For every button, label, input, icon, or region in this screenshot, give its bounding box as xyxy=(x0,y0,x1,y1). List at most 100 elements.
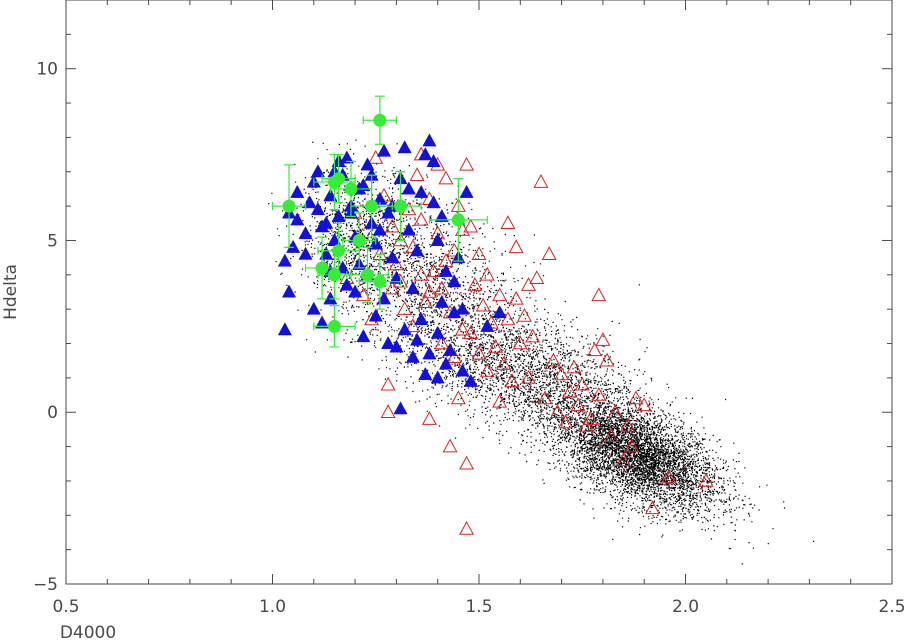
red-triangle-point xyxy=(516,307,532,322)
red-triangle-point xyxy=(508,239,524,254)
red-triangle-point xyxy=(384,218,400,233)
red-triangle-point xyxy=(417,294,433,309)
blue-triangle-point xyxy=(323,291,338,305)
red-triangle-point xyxy=(537,390,553,405)
red-triangle-point xyxy=(380,376,396,391)
red-triangle-point xyxy=(438,170,454,185)
blue-triangle-point xyxy=(480,318,495,332)
red-triangle-point xyxy=(616,452,632,467)
red-triangle-point xyxy=(525,328,541,343)
blue-triangle-point xyxy=(434,294,449,308)
red-triangle-point xyxy=(661,469,677,484)
blue-triangle-point xyxy=(356,329,371,343)
red-triangle-point xyxy=(541,246,557,260)
blue-triangle-point xyxy=(319,215,334,229)
red-triangle-point xyxy=(591,387,607,401)
red-triangle-point xyxy=(529,270,545,285)
blue-triangle-point xyxy=(426,195,441,209)
red-triangle-point xyxy=(446,349,462,364)
blue-triangle-point xyxy=(306,301,321,315)
red-triangle-point xyxy=(500,215,516,230)
y-tick-label: −5 xyxy=(33,575,58,595)
red-triangle-point xyxy=(583,411,599,425)
red-triangle-point xyxy=(426,263,442,278)
red-triangle-point xyxy=(599,352,615,367)
red-triangle-point xyxy=(488,338,504,353)
blue-triangle-point xyxy=(286,239,301,253)
red-triangle-point xyxy=(562,383,578,398)
red-triangle-point xyxy=(459,520,475,535)
x-tick-label: 2.0 xyxy=(672,597,699,617)
blue-triangle-point xyxy=(455,363,470,377)
blue-triangle-point xyxy=(360,157,375,171)
blue-triangle-point xyxy=(327,232,342,246)
blue-triangle-point xyxy=(405,349,420,363)
green-circle-point xyxy=(352,233,366,247)
red-triangle-point xyxy=(620,417,636,432)
red-triangle-point xyxy=(549,404,565,418)
red-triangle-point xyxy=(698,472,714,487)
blue-triangle-point xyxy=(302,195,317,209)
red-triangle-point xyxy=(393,232,409,247)
red-triangle-point xyxy=(475,297,491,312)
green-circle-point xyxy=(394,199,408,213)
blue-triangle-point xyxy=(310,202,326,216)
green-circle-point xyxy=(373,113,387,127)
red-triangle-point xyxy=(454,222,470,236)
red-triangle-point xyxy=(434,335,450,350)
green-circle-point xyxy=(451,213,465,227)
y-tick-label: 0 xyxy=(47,403,58,423)
plot-area xyxy=(268,95,815,565)
green-circle-point xyxy=(315,261,329,275)
red-triangle-point xyxy=(574,376,590,391)
x-tick-label: 0.5 xyxy=(52,597,79,617)
blue-triangle-point xyxy=(459,184,474,198)
red-triangle-point xyxy=(459,156,475,171)
red-triangle-point xyxy=(405,318,421,333)
green-circle-point xyxy=(344,182,358,196)
blue-triangle-point xyxy=(455,301,470,315)
red-triangle-point xyxy=(636,397,652,412)
red-triangle-point xyxy=(521,277,537,291)
red-triangle-point xyxy=(471,246,487,260)
blue-triangle-point xyxy=(405,281,420,295)
y-axis-title: Hdelta xyxy=(1,264,21,320)
blue-triangle-point xyxy=(430,325,445,339)
blue-triangle-point xyxy=(397,140,412,154)
green-circle-point xyxy=(282,199,296,213)
red-triangle-point xyxy=(570,397,586,412)
red-triangle-point xyxy=(397,301,413,315)
blue-triangle-point xyxy=(409,332,425,346)
x-tick-label: 2.5 xyxy=(878,597,905,617)
blue-triangle-point xyxy=(430,370,445,384)
y-tick-label: 10 xyxy=(36,60,58,80)
red-triangle-point xyxy=(434,280,450,295)
blue-triangle-point xyxy=(277,322,292,336)
x-tick-label: 1.5 xyxy=(465,597,492,617)
blue-triangle-point xyxy=(422,133,437,147)
blue-triangle-point xyxy=(385,250,400,264)
red-triangle-point xyxy=(388,256,404,271)
red-triangle-point xyxy=(607,404,623,418)
blue-triangle-point xyxy=(319,246,334,260)
red-triangle-point xyxy=(603,428,619,443)
red-triangle-point xyxy=(512,335,528,350)
green-circle-series xyxy=(271,95,488,348)
green-circle-point xyxy=(373,275,387,289)
blue-triangle-point xyxy=(376,143,392,157)
blue-triangle-point xyxy=(323,188,338,202)
green-circle-point xyxy=(327,268,341,282)
blue-triangle-point xyxy=(348,284,363,298)
blue-triangle-point xyxy=(290,184,305,198)
red-triangle-point xyxy=(500,311,516,326)
red-triangle-point xyxy=(442,438,458,453)
blue-triangle-point xyxy=(447,274,462,288)
red-triangle-point xyxy=(380,404,396,418)
blue-triangle-point xyxy=(310,164,326,178)
red-triangle-point xyxy=(421,411,437,425)
y-tick-label: 5 xyxy=(47,231,58,251)
blue-triangle-point xyxy=(414,184,429,198)
blue-triangle-point xyxy=(401,181,416,195)
